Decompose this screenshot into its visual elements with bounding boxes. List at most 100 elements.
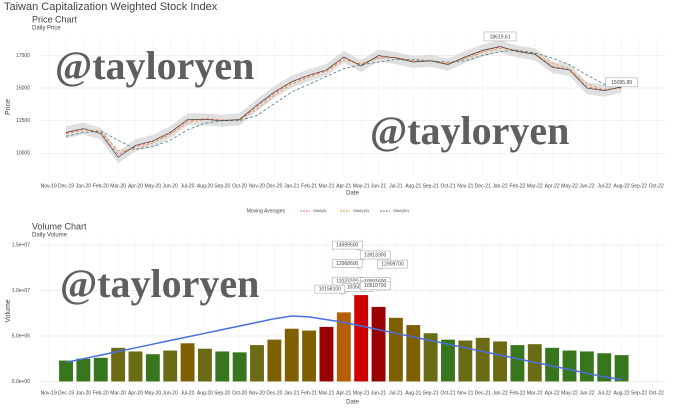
x-tick-label: Jan-22 [492,183,508,189]
annotation: 18619.61 [490,34,511,40]
chart-title: Price Chart [32,14,78,24]
x-tick-label: Nov-20 [249,390,265,396]
annotation-box [605,77,638,88]
x-tick-label: Mar-20 [110,390,126,396]
y-axis-label: Price [5,99,12,115]
trend-line [65,315,622,381]
x-tick-label: Jul-22 [597,183,611,189]
x-tick-label: Dec-21 [475,390,491,396]
x-tick-label: Aug-20 [197,390,213,396]
annotation: 15095.89 [611,80,632,86]
x-tick-label: Oct-20 [232,390,247,396]
bar [493,341,508,382]
x-tick-label: Apr-21 [336,390,351,396]
bar [319,326,334,382]
y-tick-label: 1.0e+07 [12,288,30,294]
x-tick-label: May-20 [145,390,162,396]
x-tick-label: Jan-20 [76,390,92,396]
x-tick-label: Mar-21 [319,390,335,396]
x-tick-label: Aug-21 [405,183,421,189]
x-tick-label: Mar-20 [110,183,126,189]
x-tick-label: Dec-19 [58,390,74,396]
bar [284,328,299,382]
x-tick-label: Feb-20 [93,390,109,396]
x-tick-label: Nov-21 [457,183,473,189]
x-tick-label: Feb-20 [93,183,109,189]
x-tick-label: Mar-22 [527,390,543,396]
bar [180,343,195,382]
annotation-box [331,240,363,250]
x-tick-label: Apr-21 [336,183,351,189]
chart-title: Volume Chart [32,221,87,231]
sma-line [65,47,622,152]
x-tick-label: Dec-20 [266,390,282,396]
legend-label: SMA(5) [313,208,327,213]
bar [76,358,91,382]
x-tick-label: Oct-20 [232,183,247,189]
bar [562,350,577,382]
x-tick-label: Feb-21 [301,390,317,396]
x-tick-label: Sep-22 [631,183,647,189]
x-tick-label: Aug-22 [614,390,630,396]
bar [371,306,386,382]
y-tick-label: 0.0e+00 [12,379,30,385]
bar [302,330,317,382]
x-tick-label: Oct-22 [649,183,664,189]
price-band [66,40,622,164]
bar [128,351,143,382]
x-tick-label: May-20 [145,183,162,189]
annotation-box [377,259,408,269]
x-tick-label: Jan-20 [76,183,92,189]
y-tick-label: 5.0e+06 [12,333,30,339]
x-tick-label: Dec-20 [266,183,282,189]
x-tick-label: Sep-20 [214,390,230,396]
x-tick-label: Sep-20 [214,183,230,189]
x-tick-label: Aug-22 [614,183,630,189]
annotation-box [331,259,363,268]
bar [336,312,351,382]
x-tick-label: Jun-21 [371,390,387,396]
y-axis-label: Volume [5,299,12,322]
bar [145,354,160,382]
x-tick-label: Jul-21 [389,183,403,189]
x-tick-label: Apr-20 [128,183,143,189]
x-tick-label: Jul-20 [181,390,195,396]
y-tick-label: 17500 [16,53,30,59]
legend-label: SMA(15) [353,208,369,213]
annotation-box [314,284,346,294]
x-tick-label: May-22 [561,390,578,396]
page-title: Taiwan Capitalization Weighted Stock Ind… [4,1,218,13]
annotation: 11037100 [336,278,358,284]
bar [510,345,525,382]
x-tick-label: Aug-20 [197,183,213,189]
x-tick-label: Mar-21 [319,183,335,189]
legend-label: SMA(50) [393,208,409,213]
x-tick-label: Jul-22 [597,390,611,396]
x-axis-label: Date [346,400,359,406]
x-tick-label: Apr-22 [545,183,560,189]
x-tick-label: Aug-21 [405,390,421,396]
annotation-box [359,281,391,291]
x-tick-label: Mar-22 [527,183,543,189]
annotation: 13913300 [364,252,386,258]
x-tick-label: Apr-22 [545,390,560,396]
x-tick-label: Jun-21 [371,183,387,189]
annotation: 12968600 [336,261,358,267]
bar [111,347,126,382]
x-tick-label: Jun-20 [163,183,179,189]
watermark: @tayloryen [60,261,259,306]
sma-line [65,49,622,150]
x-tick-label: Dec-19 [58,183,74,189]
y-tick-label: 10000 [16,151,30,157]
chart-subtitle: Daily Price [32,26,61,32]
bar [388,317,403,382]
x-tick-label: Jan-21 [284,183,300,189]
x-tick-label: Dec-21 [475,183,491,189]
annotation-box [483,31,517,42]
bar [597,353,612,382]
x-tick-label: Jun-20 [163,390,179,396]
bar [423,333,438,382]
legend-title: Moving Averages [247,208,286,214]
